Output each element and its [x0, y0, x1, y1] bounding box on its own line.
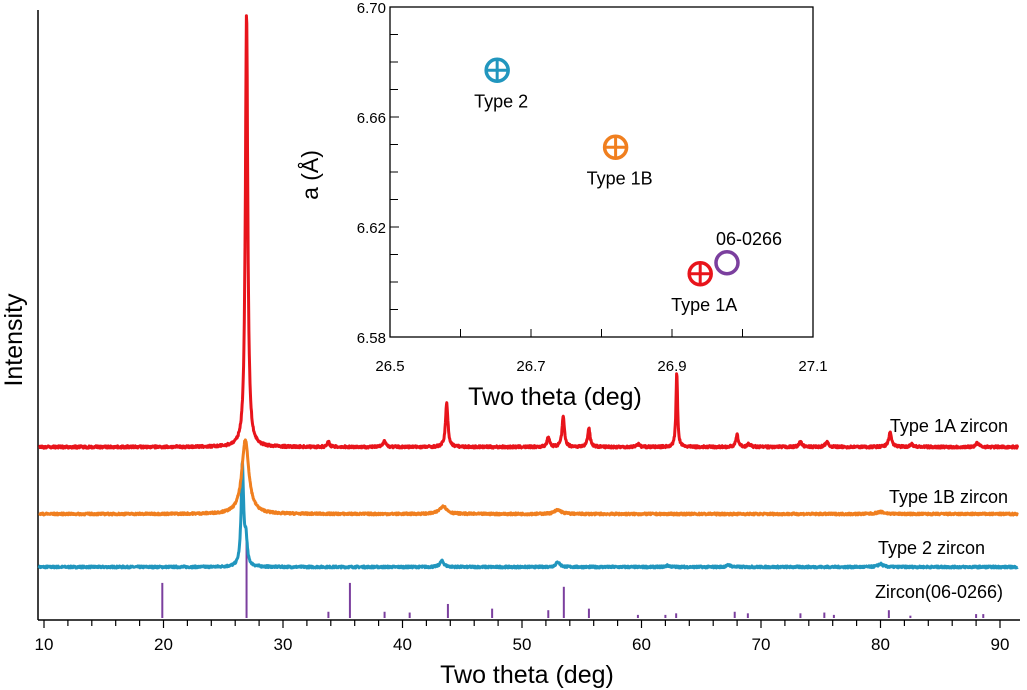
x-axis-title: Two theta (deg) [440, 661, 614, 689]
inset-frame [389, 6, 814, 338]
inset-point-label: Type 1B [587, 168, 653, 188]
inset-y-tick-label: 6.58 [357, 330, 386, 347]
inset-point-label: Type 2 [474, 91, 528, 111]
x-tick-label: 60 [632, 635, 651, 654]
reference-label: Zircon(06-0266) [875, 582, 1003, 602]
series-label: Type 1B zircon [889, 487, 1008, 507]
x-tick-label: 10 [35, 635, 54, 654]
main-xrd-plot: 10 20 30 40 50 60 70 80 90 Two theta (deg) Intensi… [0, 10, 1020, 689]
x-tick-label: 40 [393, 635, 412, 654]
inset-x-tick-label: 27.1 [798, 358, 827, 375]
inset-y-axis-title: a (Å) [296, 150, 323, 200]
series-curve-type-2-zircon [37, 460, 1019, 570]
x-tick-label: 50 [513, 635, 532, 654]
inset-y-tick-label: 6.66 [357, 110, 386, 127]
inset-x-axis-title: Two theta (deg) [468, 383, 642, 411]
inset-point-label: 06-0266 [716, 229, 782, 249]
x-tick-label: 90 [991, 635, 1010, 654]
circle-marker [714, 250, 740, 276]
y-axis-title: Intensity [0, 293, 28, 387]
inset-point-06-0266: 06-0266 [714, 229, 782, 276]
series-curve-type-1a-zircon [38, 14, 1020, 450]
series-label: Type 1A zircon [890, 416, 1008, 436]
inset-x-tick-label: 26.7 [516, 358, 545, 375]
series-label: Type 2 zircon [878, 538, 985, 558]
x-tick-label: 20 [154, 635, 173, 654]
inset-x-tick-label: 26.9 [657, 358, 686, 375]
inset-point-type-1a: Type 1A [671, 261, 737, 315]
inset-lattice-plot: 6.58 6.62 6.66 6.70 26.5 26.7 26.9 27.1 Two thet… [296, 0, 828, 411]
inset-point-type-2: Type 2 [474, 57, 528, 111]
series-curve-type-1b-zircon [38, 438, 1019, 517]
inset-y-tick-label: 6.70 [357, 0, 386, 17]
x-tick-label: 70 [752, 635, 771, 654]
inset-y-tick-label: 6.62 [357, 220, 386, 237]
x-tick-label: 30 [274, 635, 293, 654]
inset-point-type-1b: Type 1B [587, 134, 653, 188]
x-tick-label: 80 [871, 635, 890, 654]
inset-x-tick-label: 26.5 [375, 358, 404, 375]
inset-point-label: Type 1A [671, 295, 737, 315]
